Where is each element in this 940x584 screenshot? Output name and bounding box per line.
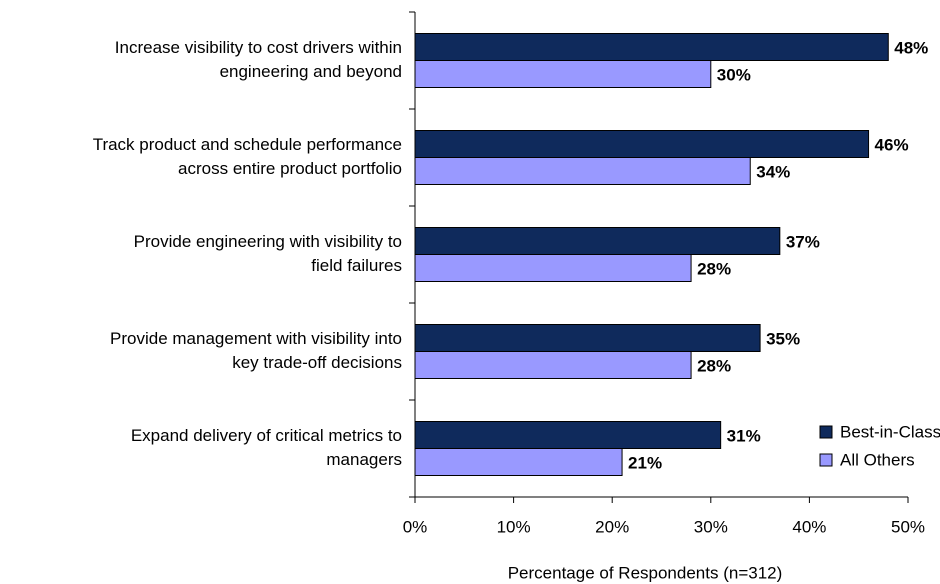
bar	[414, 254, 692, 282]
legend-label: Best-in-Class	[840, 422, 940, 441]
x-tick-label: 40%	[792, 517, 826, 536]
category-label: across entire product portfolio	[178, 159, 402, 178]
bar	[414, 130, 870, 158]
value-label: 31%	[727, 426, 761, 445]
value-label: 21%	[628, 453, 662, 472]
value-label: 34%	[756, 162, 790, 181]
category-label: key trade-off decisions	[232, 353, 402, 372]
category-label: Provide engineering with visibility to	[134, 232, 402, 251]
x-tick-label: 0%	[403, 517, 428, 536]
category-label: Provide management with visibility into	[110, 329, 402, 348]
category-label: engineering and beyond	[220, 62, 402, 81]
x-tick-label: 30%	[694, 517, 728, 536]
legend-swatch	[819, 453, 833, 467]
value-label: 48%	[894, 38, 928, 57]
x-tick-label: 10%	[497, 517, 531, 536]
bar	[414, 60, 712, 88]
x-tick-label: 50%	[891, 517, 925, 536]
legend-swatch	[819, 425, 833, 439]
category-label: Expand delivery of critical metrics to	[131, 426, 402, 445]
value-label: 46%	[875, 135, 909, 154]
x-tick-label: 20%	[595, 517, 629, 536]
value-label: 35%	[766, 329, 800, 348]
bar	[414, 157, 751, 185]
value-label: 30%	[717, 65, 751, 84]
category-label: field failures	[311, 256, 402, 275]
value-label: 37%	[786, 232, 820, 251]
category-label: Track product and schedule performance	[93, 135, 402, 154]
category-label: managers	[326, 450, 402, 469]
value-label: 28%	[697, 356, 731, 375]
value-label: 28%	[697, 259, 731, 278]
category-label: Increase visibility to cost drivers with…	[115, 38, 402, 57]
bar	[414, 324, 761, 352]
bar	[414, 448, 623, 476]
legend-label: All Others	[840, 450, 915, 469]
x-axis-title: Percentage of Respondents (n=312)	[508, 563, 783, 582]
bar	[414, 227, 781, 255]
bar	[414, 421, 722, 449]
bar	[414, 33, 889, 61]
bar	[414, 351, 692, 379]
